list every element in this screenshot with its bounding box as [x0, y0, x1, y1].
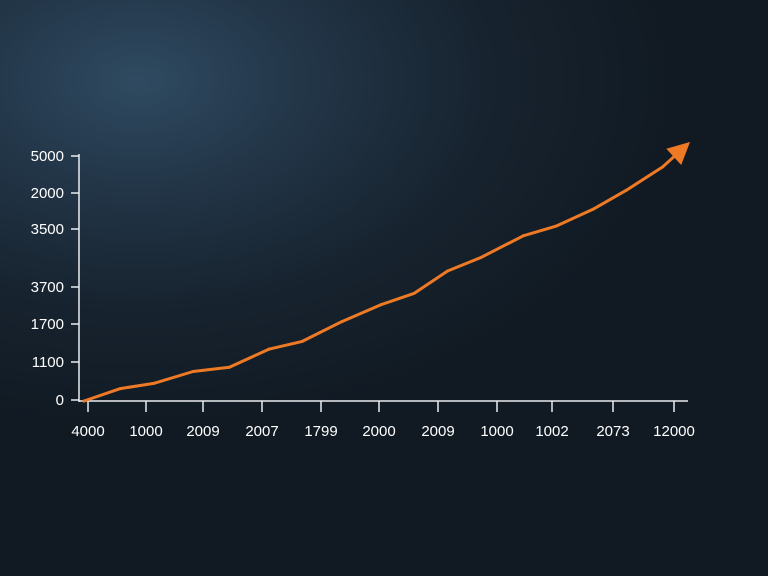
y-tick-label: 5000 [31, 148, 64, 165]
data-point [118, 387, 122, 391]
data-point [152, 381, 156, 385]
data-point [661, 165, 665, 169]
y-tick-label: 3500 [31, 221, 64, 238]
data-point [412, 291, 416, 295]
data-point [446, 269, 450, 273]
x-tick-label: 2073 [596, 423, 629, 440]
x-tick-label: 2007 [245, 423, 278, 440]
x-tick-label: 1799 [304, 423, 337, 440]
data-point [591, 207, 595, 211]
data-points [82, 165, 665, 403]
y-tick-label: 3700 [31, 279, 64, 296]
y-tick-label: 0 [56, 392, 64, 409]
y-tick-label: 1100 [32, 354, 64, 371]
data-point [300, 339, 304, 343]
data-point [521, 234, 525, 238]
data-point [227, 365, 231, 369]
data-point [555, 224, 559, 228]
data-point [82, 399, 86, 403]
x-tick-label: 2000 [362, 423, 395, 440]
data-point [191, 370, 195, 373]
x-tick-label: 1000 [480, 423, 513, 440]
x-tick-label: 1000 [129, 423, 162, 440]
x-tick-label: 1002 [535, 423, 568, 440]
x-tick-label: 4000 [71, 423, 104, 440]
x-axis-ticks: 4000 1000 2009 2007 1799 2000 2009 1000 1002 2073… [71, 401, 695, 440]
data-point [267, 347, 271, 351]
data-point [624, 188, 628, 192]
series-line [82, 153, 678, 403]
data-point [340, 320, 344, 324]
y-tick-label: 2000 [31, 185, 64, 202]
x-tick-label: 2009 [421, 423, 454, 440]
data-point [379, 303, 383, 307]
x-tick-label: 12000 [653, 423, 695, 440]
x-tick-label: 2009 [186, 423, 219, 440]
data-point [479, 256, 483, 259]
y-tick-label: 1700 [31, 316, 64, 333]
axes [78, 154, 688, 402]
trend-arrow-head-icon [666, 142, 690, 165]
y-axis-ticks: 0 1100 1700 3700 3500 2000 5000 [31, 148, 79, 409]
